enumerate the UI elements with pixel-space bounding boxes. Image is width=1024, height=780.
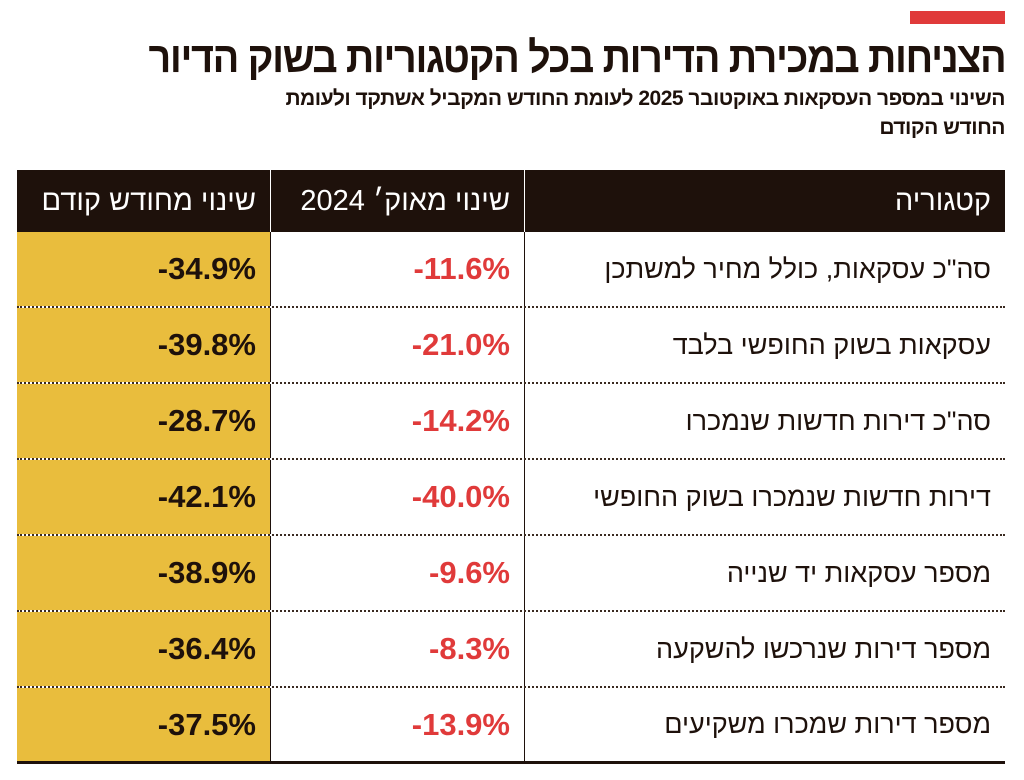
table-row: סה"כ דירות חדשות שנמכרו -14.2% -28.7% [17,384,1005,460]
category-cell: דירות חדשות שנמכרו בשוק החופשי [593,481,991,512]
column-header-mom: שינוי מחודש קודם [41,184,256,217]
yoy-cell: -21.0% [270,308,525,382]
yoy-value: -14.2% [411,403,510,438]
category-cell: מספר עסקאות יד שנייה [726,557,991,588]
category-cell: סה"כ דירות חדשות שנמכרו [685,405,991,436]
mom-cell: -42.1% [17,460,270,534]
table-row: עסקאות בשוק החופשי בלבד -21.0% -39.8% [17,308,1005,384]
yoy-value: -40.0% [411,479,510,514]
mom-value: -34.9% [157,251,256,286]
subtitle: השינוי במספר העסקאות באוקטובר 2025 לעומת… [285,87,1005,139]
yoy-cell: -13.9% [270,688,525,761]
mom-cell: -36.4% [17,612,270,686]
mom-value: -37.5% [157,706,256,742]
category-cell: סה"כ עסקאות, כולל מחיר למשתכן [604,253,991,284]
yoy-cell: -40.0% [270,460,525,534]
yoy-cell: -11.6% [270,232,525,306]
category-cell: עסקאות בשוק החופשי בלבד [672,329,991,360]
category-cell: מספר דירות שמכרו משקיעים [664,709,991,739]
table-row: דירות חדשות שנמכרו בשוק החופשי -40.0% -42.… [17,460,1005,536]
data-table: קטגוריה שינוי מאוק׳ 2024 שינוי מחודש קוד… [17,170,1005,764]
mom-cell: -34.9% [17,232,270,306]
table-row: מספר עסקאות יד שנייה -9.6% -38.9% [17,536,1005,612]
yoy-value: -21.0% [411,327,510,362]
mom-value: -36.4% [157,631,256,666]
mom-cell: -39.8% [17,308,270,382]
table-row: סה"כ עסקאות, כולל מחיר למשתכן -11.6% -34.9… [17,232,1005,308]
yoy-cell: -8.3% [270,612,525,686]
mom-cell: -28.7% [17,384,270,458]
yoy-cell: -14.2% [270,384,525,458]
yoy-cell: -9.6% [270,536,525,610]
page-title: הצניחות במכירת הדירות בכל הקטגוריות בשוק… [148,34,1006,82]
accent-bar [910,11,1005,24]
yoy-value: -11.6% [413,251,510,286]
mom-cell: -38.9% [17,536,270,610]
table-row: מספר דירות שנרכשו להשקעה -8.3% -36.4% [17,612,1005,688]
table-header: קטגוריה שינוי מאוק׳ 2024 שינוי מחודש קוד… [17,170,1005,232]
mom-value: -42.1% [157,479,256,514]
yoy-value: -9.6% [429,555,510,590]
mom-value: -39.8% [157,327,256,362]
mom-value: -28.7% [157,403,256,438]
column-header-yoy: שינוי מאוק׳ 2024 [270,170,525,232]
column-header-category: קטגוריה [894,184,991,217]
yoy-value: -13.9% [411,706,510,742]
category-cell: מספר דירות שנרכשו להשקעה [656,633,991,664]
yoy-value: -8.3% [429,631,510,666]
table-row: מספר דירות שמכרו משקיעים -13.9% -37.5% [17,688,1005,764]
mom-value: -38.9% [157,555,256,590]
mom-cell: -37.5% [17,688,270,761]
